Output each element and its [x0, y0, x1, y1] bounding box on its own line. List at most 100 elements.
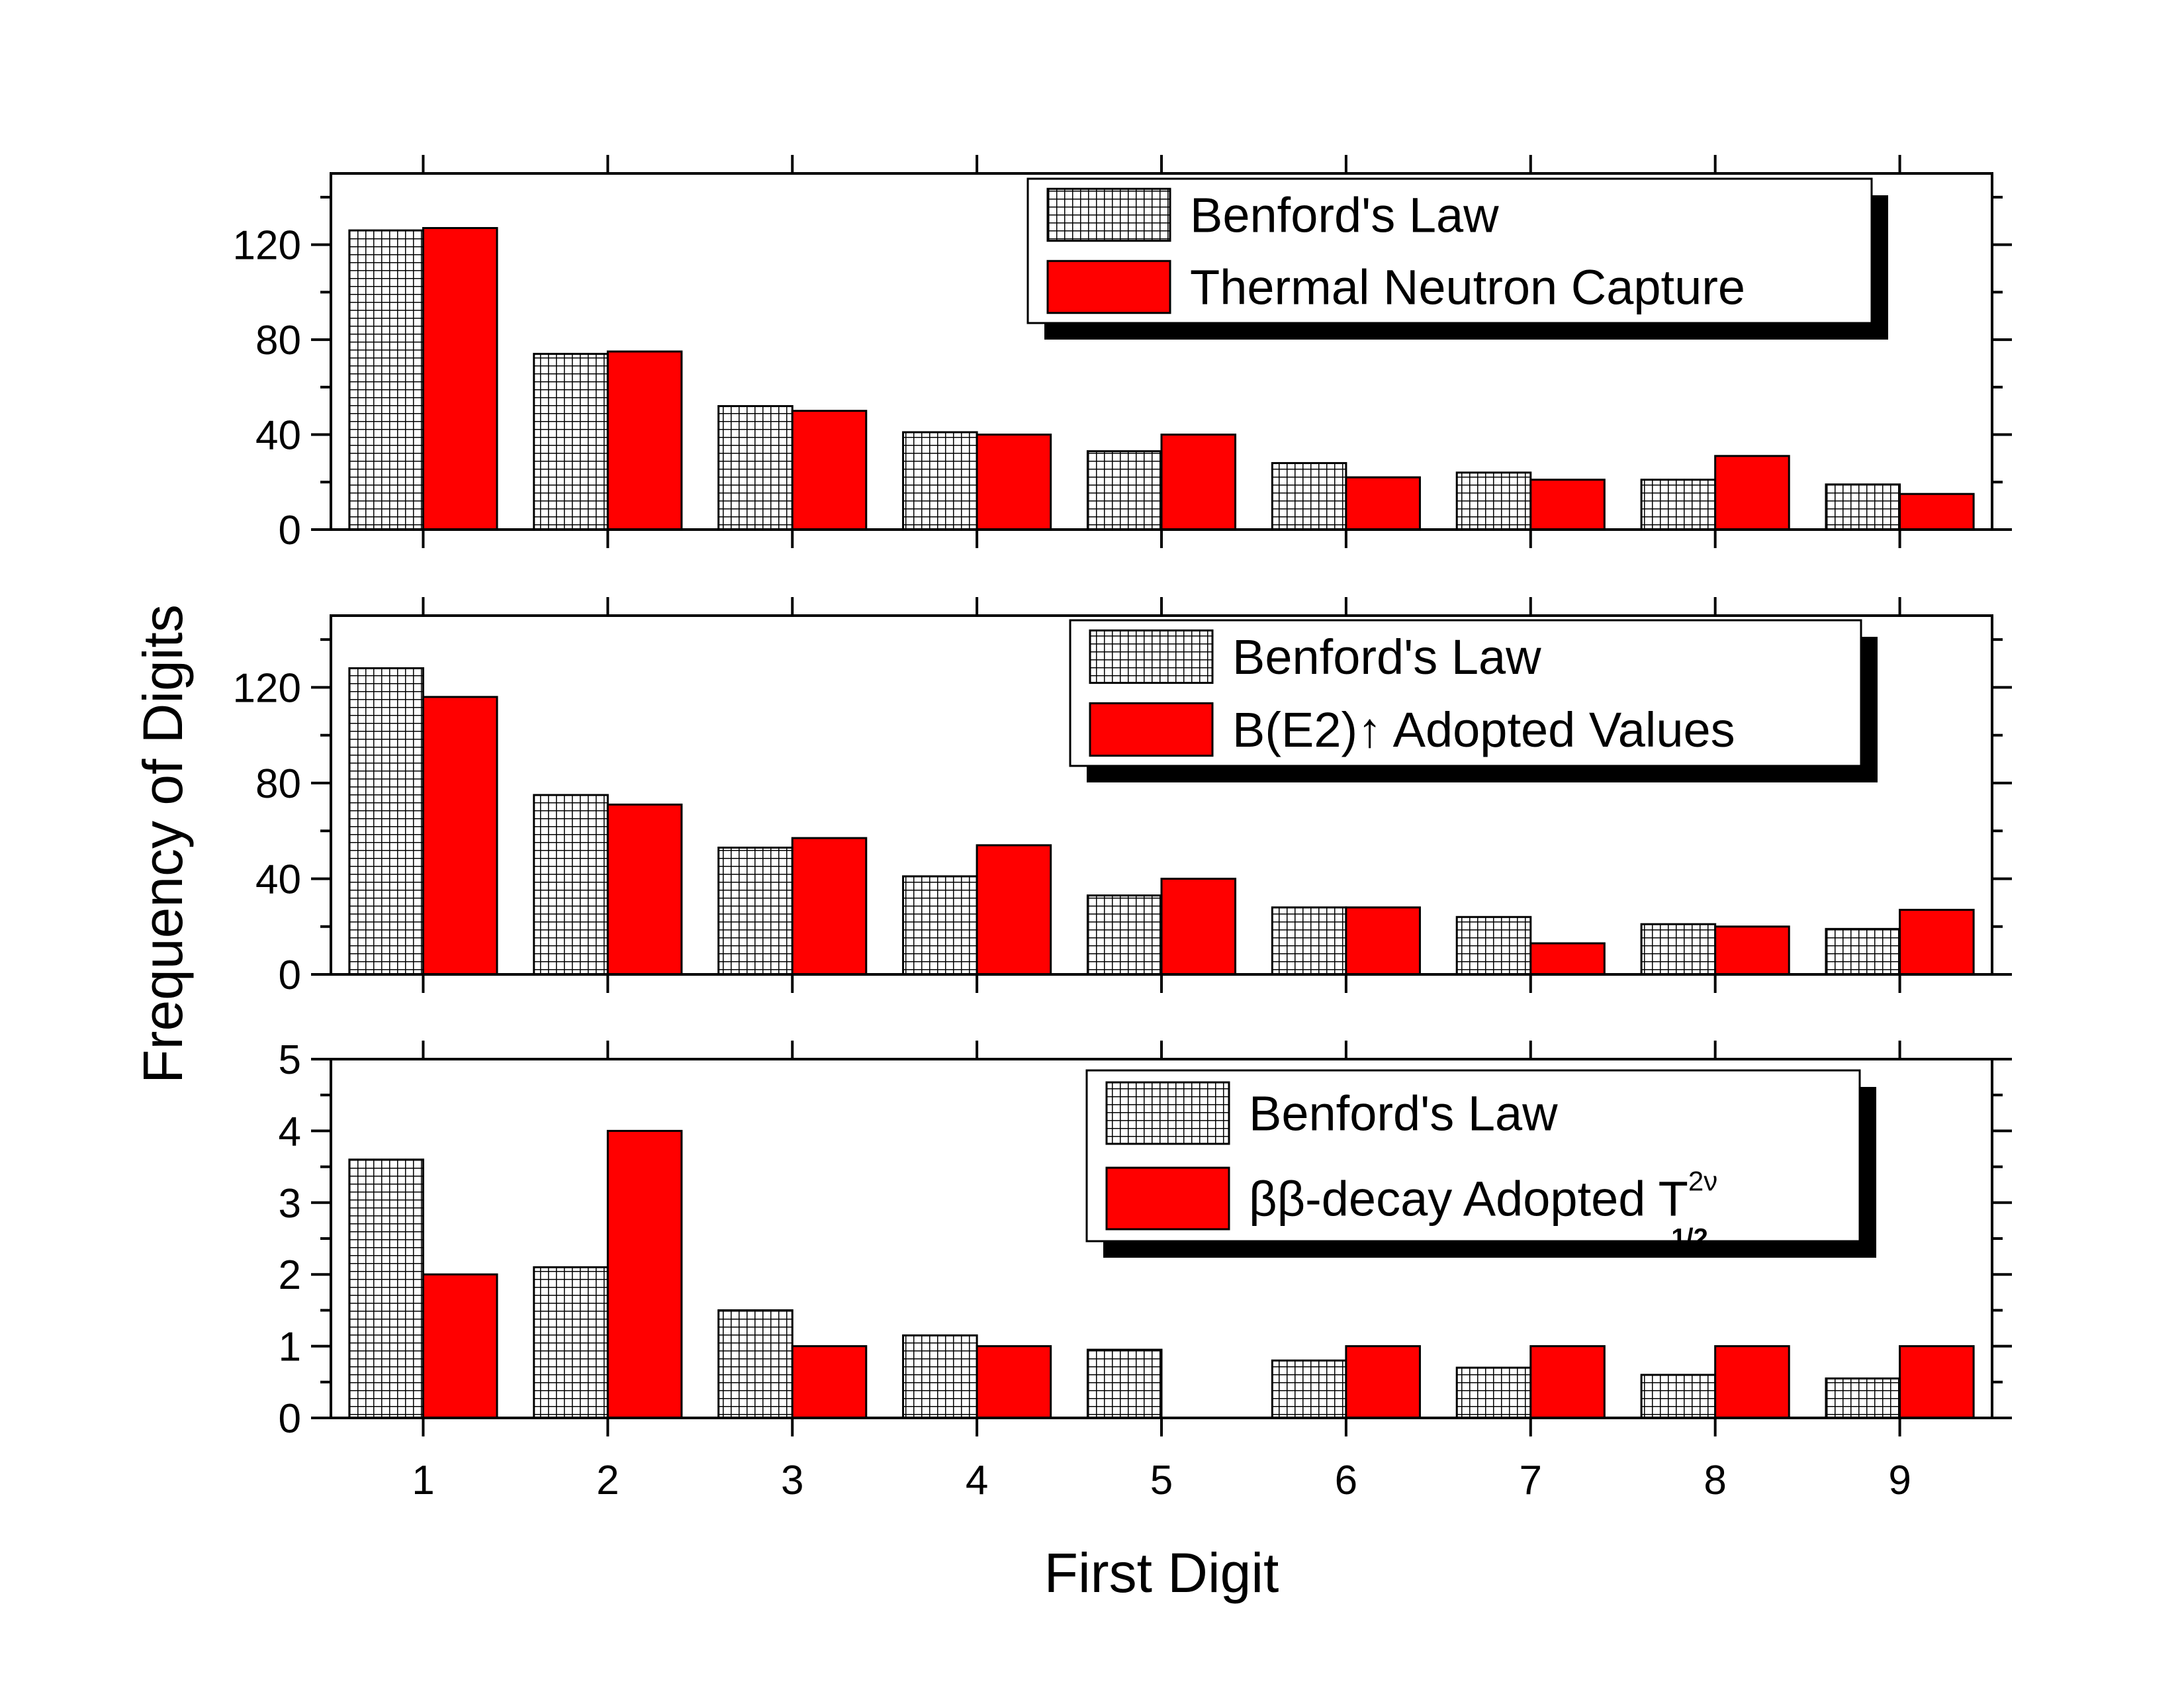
y-tick-label-120-panel-2: 120: [233, 665, 301, 711]
legend-label-superscript: 2ν: [1688, 1166, 1717, 1197]
legend-label-text: Benford's Law: [1249, 1086, 1558, 1141]
benford-bar-9-panel-1: [1825, 483, 1901, 531]
data-bar-8-panel-1: [1714, 455, 1790, 531]
panel-3: 0 1 2 3 4 5 1 2 3 4 5 6 7 8 9 Benford's Law ββ-decay Ado…: [279, 1037, 2012, 1503]
panel-1: 0 40 80 120 Benford's Law Thermal Neutron Cap…: [233, 155, 2012, 553]
legend-label-text: Thermal Neutron Capture: [1190, 260, 1745, 315]
data-bar-5-panel-1: [1160, 434, 1237, 531]
x-tick-label-4: 4: [966, 1458, 988, 1503]
data-bar-1-panel-3: [422, 1273, 498, 1419]
legend-swatch-data: [1105, 1166, 1230, 1231]
benford-bar-2-panel-1: [533, 353, 609, 531]
x-tick-label-5: 5: [1150, 1458, 1173, 1503]
benford-bar-3-panel-2: [717, 846, 794, 976]
data-bar-8-panel-2: [1714, 925, 1790, 976]
data-bar-9-panel-2: [1899, 908, 1975, 976]
data-bar-2-panel-1: [606, 350, 683, 531]
x-axis-title: First Digit: [1044, 1542, 1279, 1604]
y-tick-label-0-panel-2: 0: [279, 953, 301, 998]
legend-swatch-benford: [1046, 187, 1171, 242]
y-tick-label-0-panel-3: 0: [279, 1396, 301, 1442]
legend-label-subscript: 1/2: [1671, 1224, 1708, 1253]
x-tick-label-8: 8: [1704, 1458, 1726, 1503]
data-bar-2-panel-2: [606, 803, 683, 976]
data-bar-6-panel-3: [1345, 1345, 1421, 1419]
data-bar-4-panel-2: [976, 844, 1052, 976]
data-bar-7-panel-2: [1529, 942, 1606, 976]
x-tick-label-6: 6: [1335, 1458, 1357, 1503]
legend-label-text: B(E2)↑ Adopted Values: [1232, 702, 1735, 757]
legend-label-benford: Benford's Law: [1249, 1086, 1558, 1141]
legend-panel-3: Benford's Law ββ-decay Adopted T2ν 1/2: [1085, 1069, 1876, 1258]
y-tick-label-4-panel-3: 4: [279, 1109, 301, 1154]
legend-label-data: ββ-decay Adopted T2ν 1/2: [1249, 1166, 1717, 1253]
legend-label-benford: Benford's Law: [1190, 188, 1499, 243]
y-tick-label-3-panel-3: 3: [279, 1181, 301, 1227]
data-bar-2-panel-3: [606, 1129, 683, 1419]
data-bar-3-panel-3: [791, 1345, 868, 1419]
y-tick-label-5-panel-3: 5: [279, 1037, 301, 1083]
benford-bar-1-panel-2: [348, 667, 424, 976]
benford-bar-1-panel-1: [348, 229, 424, 531]
data-bar-3-panel-1: [791, 410, 868, 531]
benford-bar-4-panel-2: [902, 875, 978, 976]
data-bar-1-panel-2: [422, 696, 498, 976]
x-tick-label-3: 3: [781, 1458, 803, 1503]
benford-bar-9-panel-2: [1825, 927, 1901, 976]
benford-bar-1-panel-3: [348, 1158, 424, 1419]
benford-bar-4-panel-3: [902, 1334, 978, 1419]
benford-bar-8-panel-3: [1640, 1374, 1717, 1419]
legend-label-benford: Benford's Law: [1232, 630, 1541, 684]
legend-swatch-data: [1089, 702, 1214, 757]
legend-label-text: Benford's Law: [1190, 188, 1499, 243]
data-bar-7-panel-3: [1529, 1345, 1606, 1419]
y-tick-label-0-panel-1: 0: [279, 508, 301, 553]
x-tick-label-2: 2: [596, 1458, 619, 1503]
data-bar-9-panel-1: [1899, 492, 1975, 531]
x-tick-label-7: 7: [1520, 1458, 1542, 1503]
data-bar-7-panel-1: [1529, 479, 1606, 531]
benford-bar-3-panel-3: [717, 1309, 794, 1419]
benford-bar-6-panel-2: [1271, 906, 1347, 976]
benford-bar-3-panel-1: [717, 404, 794, 531]
data-bar-6-panel-1: [1345, 476, 1421, 531]
y-tick-label-1-panel-3: 1: [279, 1325, 301, 1370]
data-bar-9-panel-3: [1899, 1345, 1975, 1419]
y-axis-title: Frequency of Digits: [132, 604, 194, 1084]
panel-2: 0 40 80 120 Benford's Law B(E2)↑ Adopted Valu…: [233, 597, 2012, 998]
legend-swatch-benford: [1105, 1081, 1230, 1145]
benford-bar-5-panel-2: [1086, 894, 1163, 976]
benford-bar-5-panel-1: [1086, 450, 1163, 531]
y-tick-label-40-panel-1: 40: [255, 413, 301, 459]
data-bar-3-panel-2: [791, 837, 868, 976]
y-tick-label-80-panel-2: 80: [255, 761, 301, 807]
y-tick-label-2-panel-3: 2: [279, 1252, 301, 1298]
data-bar-6-panel-2: [1345, 906, 1421, 976]
legend-panel-2: Benford's Law B(E2)↑ Adopted Values: [1069, 619, 1878, 782]
legend-panel-1: Benford's Law Thermal Neutron Capture: [1026, 177, 1888, 340]
data-bar-1-panel-1: [422, 226, 498, 531]
data-bar-4-panel-1: [976, 434, 1052, 531]
benford-bar-8-panel-2: [1640, 923, 1717, 976]
legend-swatch-benford: [1089, 629, 1214, 684]
data-bar-8-panel-3: [1714, 1345, 1790, 1419]
benford-bar-7-panel-2: [1455, 915, 1532, 976]
benford-bar-6-panel-3: [1271, 1359, 1347, 1419]
benford-bar-7-panel-1: [1455, 471, 1532, 531]
y-tick-label-40-panel-2: 40: [255, 857, 301, 902]
benford-bar-7-panel-3: [1455, 1366, 1532, 1419]
x-tick-label-1: 1: [412, 1458, 434, 1503]
benford-bar-4-panel-1: [902, 431, 978, 531]
data-bar-4-panel-3: [976, 1345, 1052, 1419]
x-tick-label-9: 9: [1888, 1458, 1911, 1503]
legend-label-data: Thermal Neutron Capture: [1190, 260, 1745, 315]
benford-bar-2-panel-2: [533, 794, 609, 976]
benford-bar-8-panel-1: [1640, 479, 1717, 531]
legend-label-text: Benford's Law: [1232, 630, 1541, 684]
benford-bar-9-panel-3: [1825, 1377, 1901, 1419]
legend-label-text: ββ-decay Adopted T: [1249, 1172, 1688, 1227]
y-tick-label-120-panel-1: 120: [233, 223, 301, 269]
y-tick-label-80-panel-1: 80: [255, 318, 301, 363]
